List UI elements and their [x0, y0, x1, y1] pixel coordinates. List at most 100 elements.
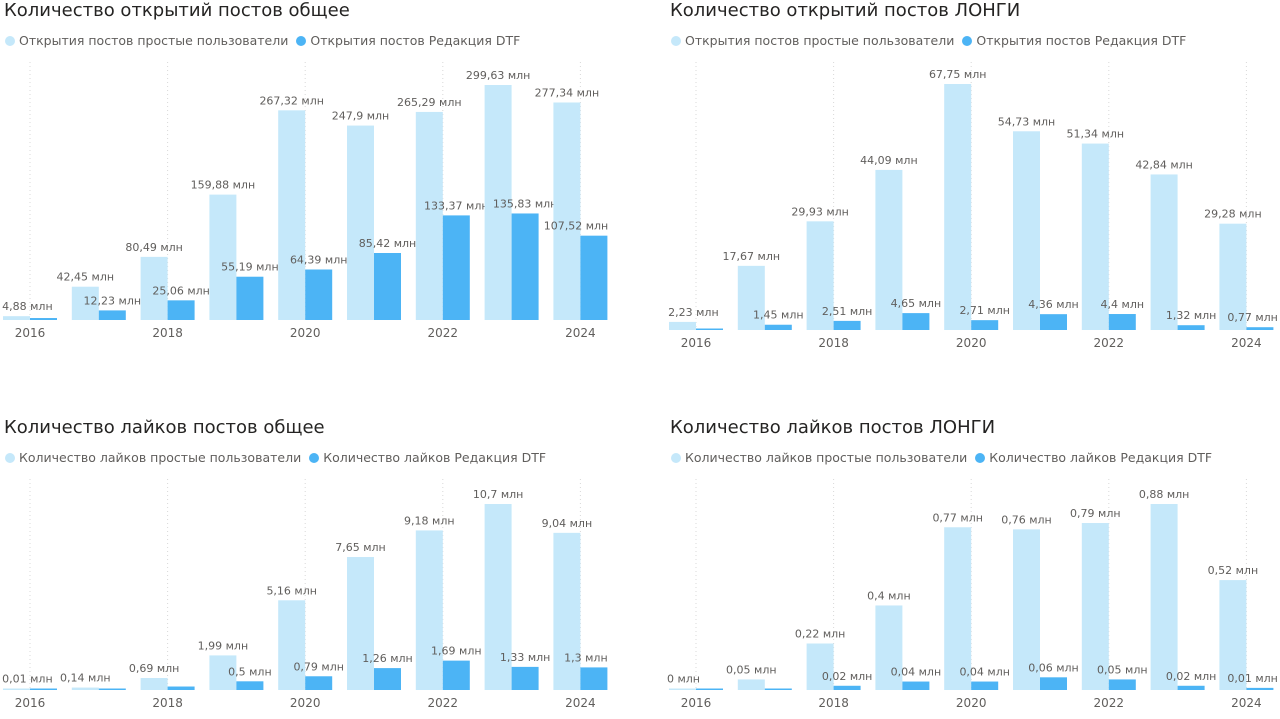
legend-label: Открытия постов Редакция DTF [310, 33, 521, 48]
data-label: 0,52 млн [1208, 564, 1259, 577]
data-label: 0,04 млн [891, 666, 942, 679]
bar-users [806, 221, 834, 330]
bar-editorial [30, 318, 57, 320]
chart-legend: Открытия постов простые пользователи Отк… [5, 33, 528, 48]
data-label: 1,69 млн [431, 645, 482, 658]
chart-legend: Открытия постов простые пользователи Отк… [671, 33, 1194, 48]
bar-chart-plot: 0,01 млн 0,14 млн 0,69 млн 1,99 млн 0,5 млн 5… [2, 479, 608, 710]
x-tick-label: 2016 [15, 696, 46, 710]
legend-label: Количество лайков Редакция DTF [989, 450, 1213, 465]
bar-users [553, 532, 581, 690]
data-label: 0,79 млн [293, 660, 344, 673]
data-label: 51,34 млн [1067, 128, 1125, 141]
bar-editorial [971, 681, 999, 690]
bar-users [737, 265, 765, 330]
data-label: 0,05 млн [726, 663, 777, 676]
x-tick-label: 2018 [152, 326, 183, 340]
chart-title: Количество лайков постов общее [4, 417, 325, 438]
legend-label: Открытия постов Редакция DTF [976, 33, 1187, 48]
legend-item-editorial[interactable]: Количество лайков Редакция DTF [975, 450, 1212, 465]
bar-editorial [1246, 687, 1274, 690]
data-label: 0,06 млн [1028, 661, 1079, 674]
bar-editorial [236, 681, 264, 690]
legend-label: Открытия постов простые пользователи [19, 33, 289, 48]
bar-editorial [374, 668, 401, 690]
data-label: 17,67 млн [723, 250, 781, 263]
data-label: 4,88 млн [2, 300, 53, 313]
x-tick-label: 2018 [818, 696, 849, 710]
data-label: 80,49 млн [125, 241, 183, 254]
bar-users [669, 688, 696, 690]
legend-marker-light [5, 452, 15, 463]
x-tick-label: 2024 [565, 326, 596, 340]
bar-editorial [1246, 327, 1274, 330]
bar-editorial [764, 324, 792, 330]
legend-label: Открытия постов простые пользователи [685, 33, 955, 48]
legend-label: Количество лайков простые пользователи [685, 450, 968, 465]
chart-legend: Количество лайков простые пользователи К… [5, 450, 554, 465]
legend-marker-dark [296, 35, 307, 46]
data-label: 29,93 млн [791, 205, 849, 218]
data-label: 133,37 млн [424, 199, 489, 212]
data-label: 55,19 млн [221, 261, 279, 274]
bar-users [944, 84, 972, 330]
bar-users [3, 688, 30, 690]
x-tick-label: 2024 [565, 696, 596, 710]
data-label: 0,05 млн [1097, 663, 1148, 676]
data-label: 42,45 млн [57, 271, 115, 284]
bar-editorial [442, 215, 470, 320]
data-label: 1,99 млн [198, 639, 249, 652]
bar-editorial [1040, 677, 1067, 690]
bar-users [1013, 529, 1040, 690]
legend-item-users[interactable]: Количество лайков простые пользователи [671, 450, 967, 465]
legend-item-editorial[interactable]: Открытия постов Редакция DTF [296, 33, 520, 48]
data-label: 1,45 млн [753, 309, 804, 322]
chart-panel-likes-total: Количество лайков постов общее Количеств… [0, 417, 610, 719]
bar-editorial [1177, 685, 1205, 690]
chart-panel-opens-longreads: Количество открытий постов ЛОНГИ Открыти… [666, 0, 1280, 360]
legend-item-users[interactable]: Количество лайков простые пользователи [5, 450, 301, 465]
data-label: 1,33 млн [500, 651, 551, 664]
bar-users [3, 316, 30, 320]
x-tick-label: 2022 [1094, 336, 1125, 350]
legend-marker-dark [975, 452, 986, 463]
legend-item-users[interactable]: Открытия постов простые пользователи [671, 33, 954, 48]
x-tick-label: 2020 [956, 696, 987, 710]
legend-label: Количество лайков простые пользователи [19, 450, 302, 465]
bar-users [415, 530, 443, 690]
chart-title: Количество лайков постов ЛОНГИ [670, 417, 996, 438]
bar-editorial [696, 328, 723, 330]
chart-panel-likes-longreads: Количество лайков постов ЛОНГИ Количеств… [666, 417, 1280, 719]
bar-editorial [902, 313, 930, 330]
bar-editorial [167, 686, 195, 690]
bar-users [875, 169, 903, 330]
bar-users [71, 286, 99, 320]
bar-users [1150, 174, 1178, 330]
bar-editorial [98, 310, 126, 320]
bar-editorial [305, 676, 333, 690]
chart-panel-opens-total: Количество открытий постов общее Открыти… [0, 0, 610, 350]
legend-item-users[interactable]: Открытия постов простые пользователи [5, 33, 288, 48]
data-label: 135,83 млн [493, 197, 558, 210]
bar-users [484, 85, 512, 320]
data-label: 0 млн [667, 673, 700, 686]
bar-editorial [30, 688, 57, 690]
legend-item-editorial[interactable]: Количество лайков Редакция DTF [309, 450, 546, 465]
bar-chart-plot: 4,88 млн 42,45 млн 12,23 млн 80,49 млн 25,06… [2, 62, 608, 340]
bar-editorial [98, 688, 126, 690]
data-label: 64,39 млн [290, 253, 348, 266]
bar-editorial [971, 320, 999, 330]
legend-marker-dark [309, 452, 320, 463]
data-label: 4,36 млн [1028, 298, 1079, 311]
legend-item-editorial[interactable]: Открытия постов Редакция DTF [962, 33, 1186, 48]
data-label: 0,02 млн [822, 670, 873, 683]
bar-editorial [236, 276, 264, 320]
data-label: 0,22 млн [795, 628, 846, 641]
data-label: 2,71 млн [959, 304, 1010, 317]
data-label: 0,14 млн [60, 672, 111, 685]
data-label: 0,02 млн [1166, 670, 1217, 683]
data-label: 2,51 млн [822, 305, 873, 318]
x-tick-label: 2016 [681, 336, 712, 350]
bar-users [140, 256, 168, 320]
data-label: 29,28 млн [1204, 208, 1262, 221]
